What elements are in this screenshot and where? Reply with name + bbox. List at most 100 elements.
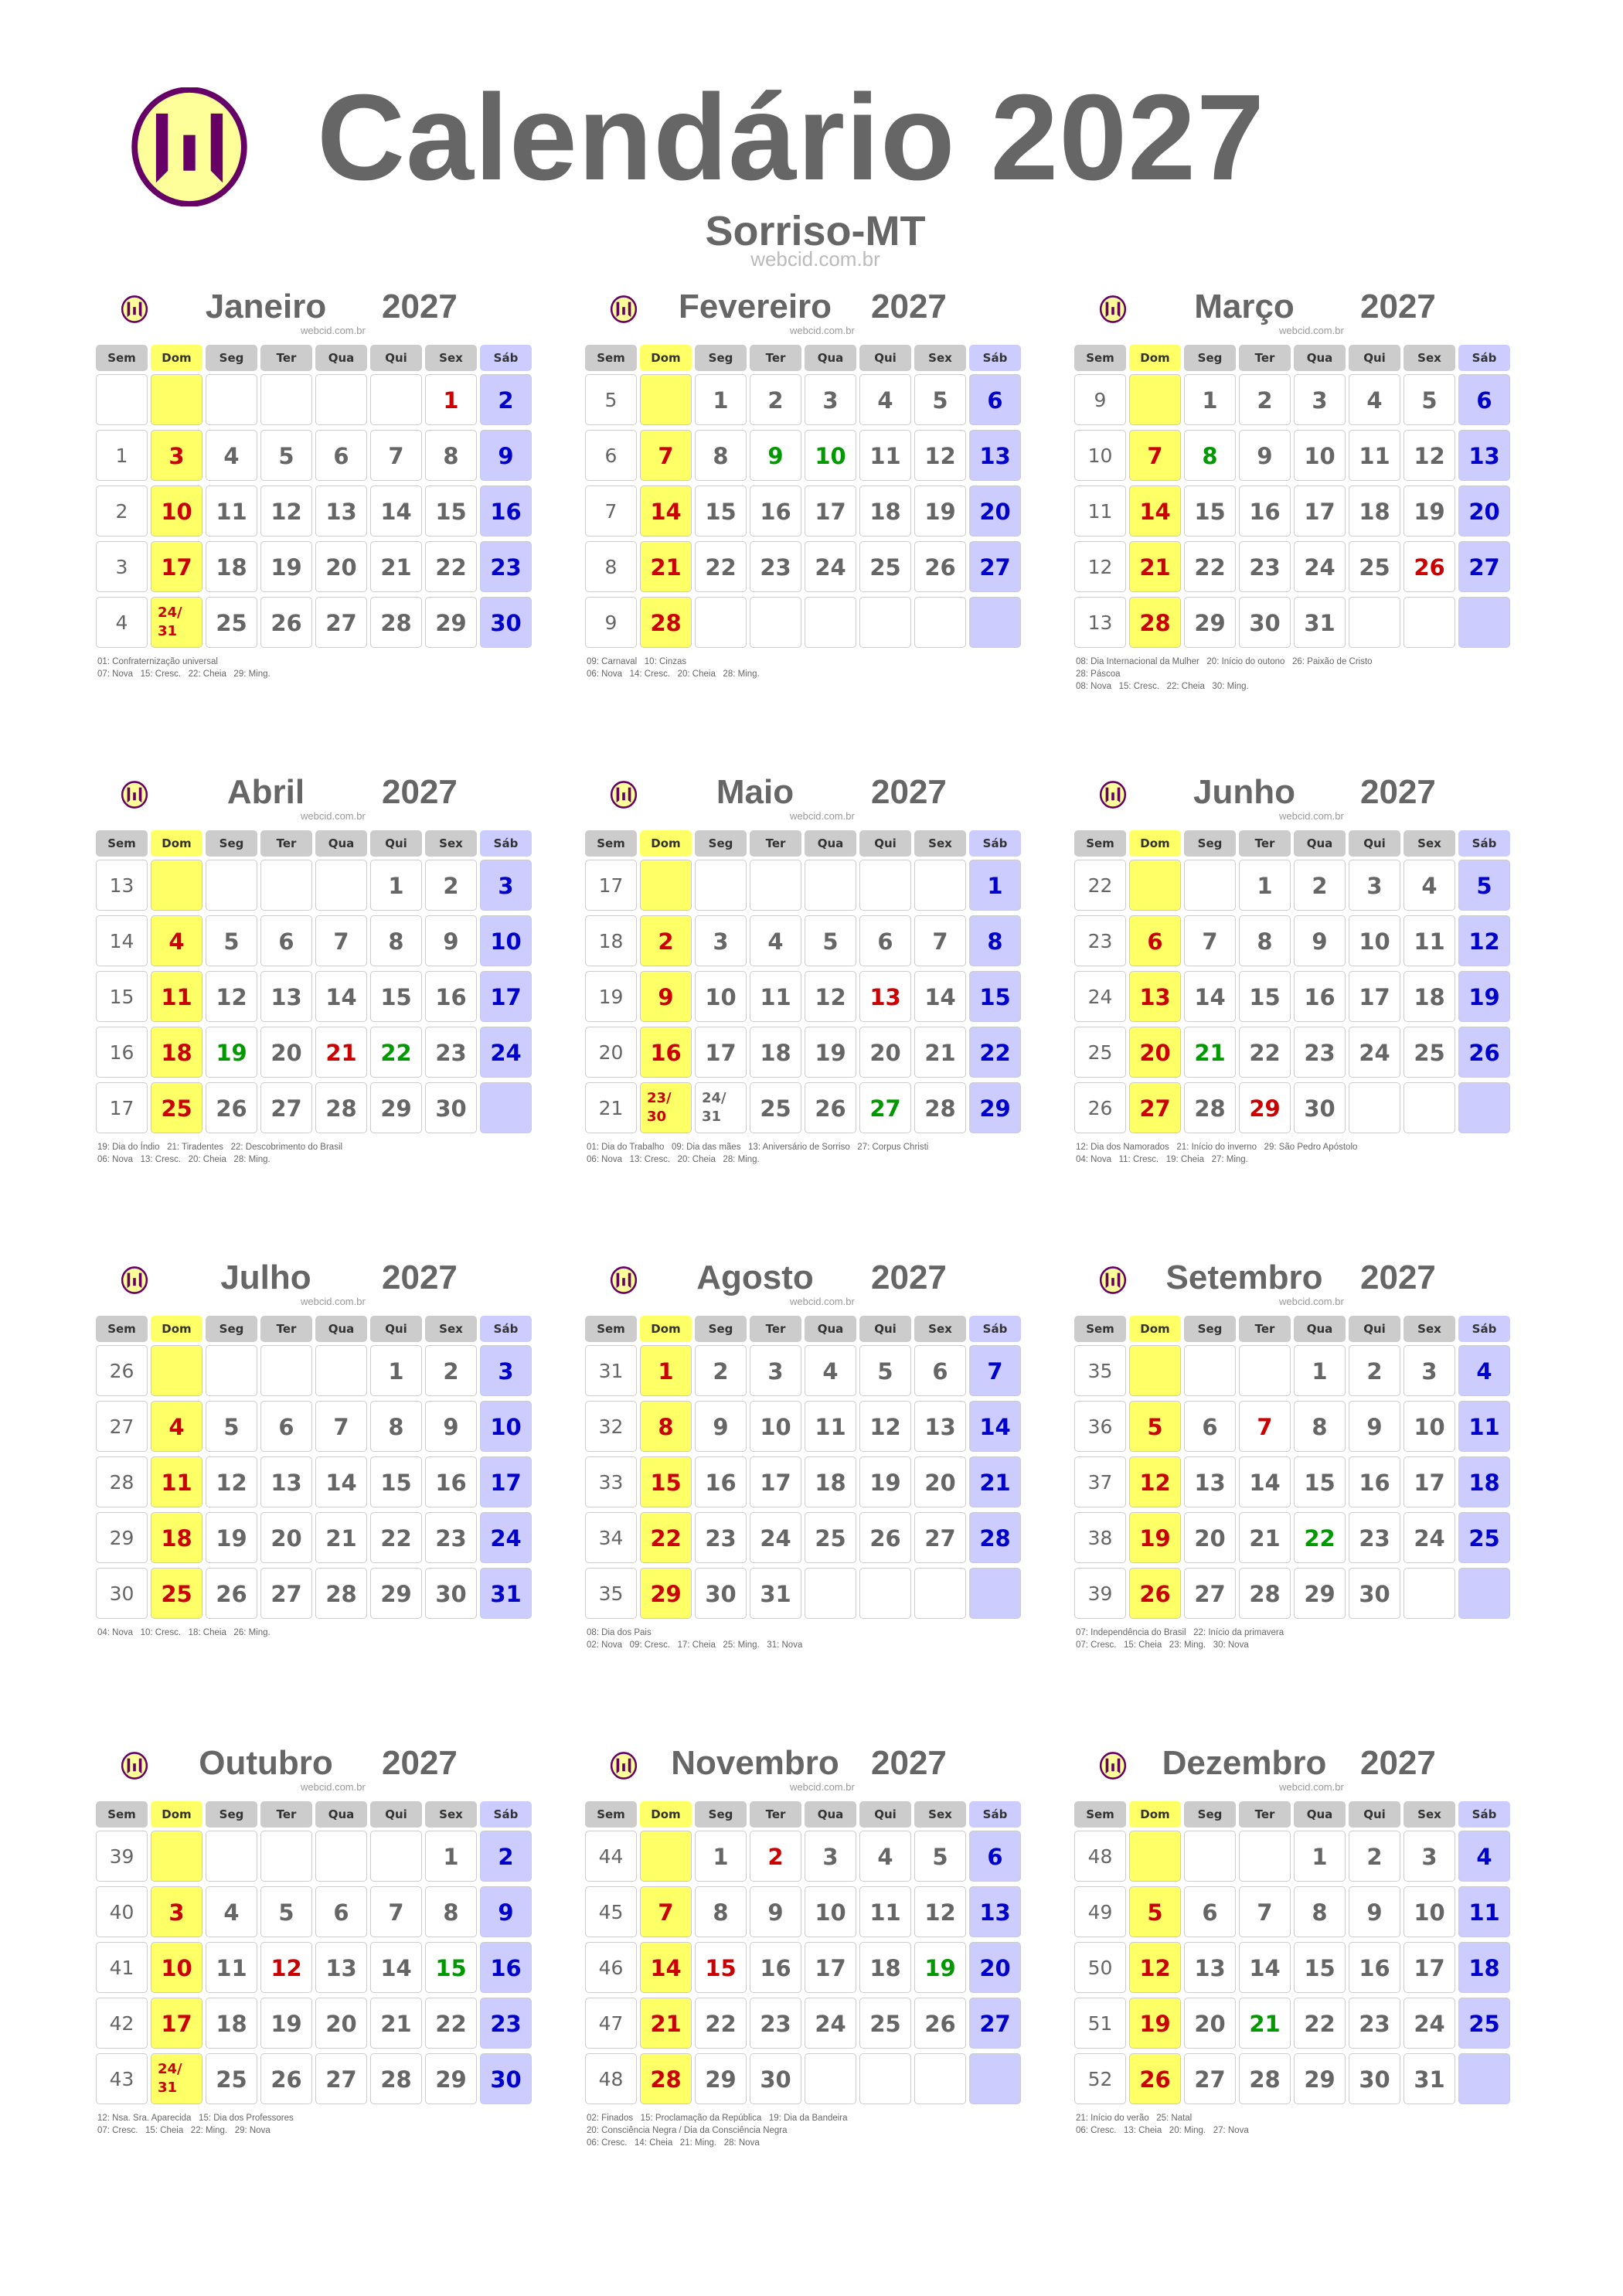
day-cell[interactable]: 31 xyxy=(1404,2053,1455,2104)
day-cell[interactable]: 1 xyxy=(370,860,422,911)
day-cell[interactable]: 14 xyxy=(370,1942,422,1993)
day-cell[interactable]: 8 xyxy=(640,1401,692,1452)
day-cell[interactable]: 15 xyxy=(695,485,747,537)
day-cell[interactable]: 31 xyxy=(480,1568,532,1619)
day-cell[interactable]: 14 xyxy=(640,485,692,537)
day-cell[interactable]: 27 xyxy=(315,2053,367,2104)
day-cell[interactable]: 8 xyxy=(969,915,1021,966)
day-cell[interactable]: 13 xyxy=(1458,430,1510,481)
day-cell[interactable]: 7 xyxy=(1184,915,1236,966)
day-cell[interactable]: 18 xyxy=(750,1027,801,1078)
day-cell[interactable]: 1 xyxy=(425,374,477,425)
day-cell[interactable]: 23 xyxy=(1239,541,1291,592)
day-cell[interactable]: 27 xyxy=(260,1082,312,1133)
day-cell[interactable]: 7 xyxy=(370,1886,422,1937)
day-cell[interactable]: 4 xyxy=(206,1886,257,1937)
day-cell[interactable]: 7 xyxy=(969,1345,1021,1396)
day-cell[interactable]: 5 xyxy=(260,1886,312,1937)
day-cell[interactable]: 6 xyxy=(969,1831,1021,1882)
day-cell[interactable]: 1 xyxy=(695,374,747,425)
day-cell[interactable]: 10 xyxy=(480,1401,532,1452)
day-cell[interactable]: 3 xyxy=(480,860,532,911)
day-cell[interactable]: 14 xyxy=(969,1401,1021,1452)
day-cell[interactable]: 26 xyxy=(805,1082,856,1133)
day-cell[interactable]: 18 xyxy=(1349,485,1400,537)
day-cell[interactable]: 6 xyxy=(1184,1401,1236,1452)
day-cell[interactable]: 8 xyxy=(695,1886,747,1937)
day-cell[interactable]: 26 xyxy=(260,2053,312,2104)
day-cell[interactable]: 27 xyxy=(969,1998,1021,2049)
day-cell[interactable]: 22 xyxy=(695,1998,747,2049)
day-cell[interactable]: 9 xyxy=(1294,915,1346,966)
day-cell[interactable]: 4 xyxy=(1458,1345,1510,1396)
day-cell[interactable]: 13 xyxy=(859,971,911,1022)
day-cell[interactable]: 15 xyxy=(969,971,1021,1022)
day-cell[interactable]: 13 xyxy=(1184,1456,1236,1507)
day-cell[interactable]: 19 xyxy=(805,1027,856,1078)
day-cell[interactable]: 5 xyxy=(914,374,966,425)
day-cell[interactable]: 2 xyxy=(425,1345,477,1396)
day-cell[interactable]: 22 xyxy=(969,1027,1021,1078)
day-cell[interactable]: 23 xyxy=(1294,1027,1346,1078)
day-cell[interactable]: 24 xyxy=(1404,1512,1455,1563)
day-cell[interactable]: 14 xyxy=(1239,1456,1291,1507)
day-cell[interactable]: 27 xyxy=(969,541,1021,592)
day-cell[interactable]: 9 xyxy=(425,915,477,966)
day-cell[interactable]: 12 xyxy=(1458,915,1510,966)
day-cell[interactable]: 11 xyxy=(859,430,911,481)
day-cell[interactable]: 17 xyxy=(805,485,856,537)
day-cell[interactable]: 24/31 xyxy=(151,2053,202,2104)
day-cell[interactable]: 13 xyxy=(969,430,1021,481)
day-cell[interactable]: 12 xyxy=(805,971,856,1022)
day-cell[interactable]: 29 xyxy=(640,1568,692,1619)
day-cell[interactable]: 1 xyxy=(1294,1831,1346,1882)
day-cell[interactable]: 2 xyxy=(640,915,692,966)
day-cell[interactable]: 3 xyxy=(1349,860,1400,911)
day-cell[interactable]: 20 xyxy=(969,485,1021,537)
day-cell[interactable]: 29 xyxy=(425,597,477,648)
day-cell[interactable]: 10 xyxy=(805,430,856,481)
day-cell[interactable]: 5 xyxy=(206,1401,257,1452)
day-cell[interactable]: 3 xyxy=(805,374,856,425)
day-cell[interactable]: 25 xyxy=(151,1082,202,1133)
day-cell[interactable]: 9 xyxy=(1349,1886,1400,1937)
day-cell[interactable]: 2 xyxy=(750,1831,801,1882)
day-cell[interactable]: 26 xyxy=(206,1568,257,1619)
day-cell[interactable]: 20 xyxy=(859,1027,911,1078)
day-cell[interactable]: 23/30 xyxy=(640,1082,692,1133)
day-cell[interactable]: 23 xyxy=(480,1998,532,2049)
day-cell[interactable]: 28 xyxy=(370,597,422,648)
day-cell[interactable]: 2 xyxy=(1294,860,1346,911)
day-cell[interactable]: 12 xyxy=(1129,1942,1181,1993)
day-cell[interactable]: 24 xyxy=(1294,541,1346,592)
day-cell[interactable]: 29 xyxy=(370,1082,422,1133)
day-cell[interactable]: 10 xyxy=(480,915,532,966)
day-cell[interactable]: 19 xyxy=(206,1027,257,1078)
day-cell[interactable]: 21 xyxy=(914,1027,966,1078)
day-cell[interactable]: 27 xyxy=(859,1082,911,1133)
day-cell[interactable]: 25 xyxy=(859,541,911,592)
day-cell[interactable]: 23 xyxy=(750,541,801,592)
day-cell[interactable]: 27 xyxy=(914,1512,966,1563)
day-cell[interactable]: 23 xyxy=(695,1512,747,1563)
day-cell[interactable]: 14 xyxy=(1129,485,1181,537)
day-cell[interactable]: 13 xyxy=(969,1886,1021,1937)
day-cell[interactable]: 6 xyxy=(315,1886,367,1937)
day-cell[interactable]: 7 xyxy=(1129,430,1181,481)
day-cell[interactable]: 21 xyxy=(370,541,422,592)
day-cell[interactable]: 9 xyxy=(480,430,532,481)
day-cell[interactable]: 8 xyxy=(370,1401,422,1452)
day-cell[interactable]: 15 xyxy=(425,1942,477,1993)
day-cell[interactable]: 29 xyxy=(370,1568,422,1619)
day-cell[interactable]: 26 xyxy=(1129,2053,1181,2104)
day-cell[interactable]: 5 xyxy=(805,915,856,966)
day-cell[interactable]: 11 xyxy=(151,971,202,1022)
day-cell[interactable]: 4 xyxy=(151,1401,202,1452)
day-cell[interactable]: 16 xyxy=(1294,971,1346,1022)
day-cell[interactable]: 10 xyxy=(151,485,202,537)
day-cell[interactable]: 30 xyxy=(425,1568,477,1619)
day-cell[interactable]: 31 xyxy=(1294,597,1346,648)
day-cell[interactable]: 29 xyxy=(1184,597,1236,648)
day-cell[interactable]: 3 xyxy=(151,430,202,481)
day-cell[interactable]: 22 xyxy=(1239,1027,1291,1078)
